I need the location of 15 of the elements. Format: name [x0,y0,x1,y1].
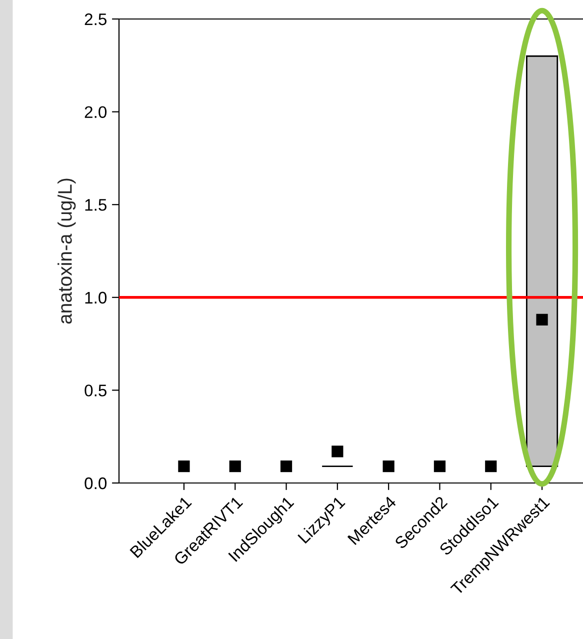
point [382,460,394,472]
point [280,460,292,472]
point [485,460,497,472]
y-tick-label: 0.5 [84,384,106,396]
point [536,314,548,326]
point [332,446,344,458]
y-axis-title: anatoxin-a (ug/L) [58,178,76,324]
y-tick-label: 1.5 [85,199,106,211]
y-tick-label: 2.5 [84,13,106,26]
point [178,460,190,472]
point [434,460,446,472]
y-tick-label: 2.0 [84,106,107,118]
point [229,460,241,472]
y-tick-label: 1.0 [85,292,107,304]
y-tick-label: 0.0 [84,477,107,490]
